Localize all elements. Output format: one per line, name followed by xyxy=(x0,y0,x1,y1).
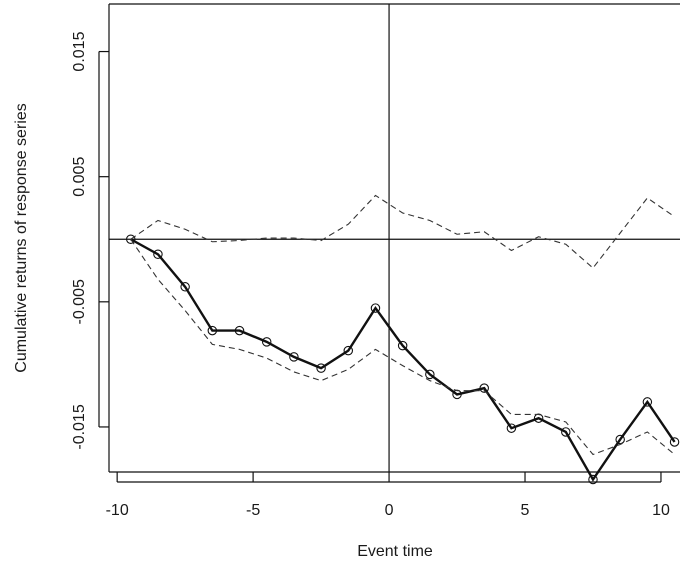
data-point-marker xyxy=(153,249,163,260)
data-point-marker xyxy=(207,325,218,336)
x-tick-label: 10 xyxy=(652,502,670,519)
x-tick-label: 0 xyxy=(385,502,394,519)
x-tick-label: 5 xyxy=(521,502,530,519)
data-point-marker xyxy=(642,397,653,407)
y-axis: -0.015 -0.005 0.005 0.015 xyxy=(71,31,109,450)
data-point-marker xyxy=(316,363,326,373)
data-point-marker xyxy=(561,427,571,437)
y-axis-title: Cumulative returns of response series xyxy=(13,103,30,372)
data-point-marker xyxy=(289,352,299,362)
data-point-marker xyxy=(126,234,136,245)
data-point-marker xyxy=(343,345,354,356)
upper-band-line xyxy=(130,194,675,269)
x-axis: -10 -5 0 5 10 xyxy=(106,472,670,519)
reference-lines xyxy=(109,4,680,472)
y-tick-label: -0.005 xyxy=(71,279,88,324)
cumulative-return-line xyxy=(130,238,676,482)
data-point-marker xyxy=(180,282,190,292)
y-tick-label: 0.005 xyxy=(71,157,88,197)
data-point-marker xyxy=(506,423,517,433)
plot-frame xyxy=(108,3,680,473)
y-tick-label: 0.015 xyxy=(71,31,88,71)
series-layer xyxy=(126,194,680,485)
data-point-marker xyxy=(425,369,435,380)
data-point-marker xyxy=(588,474,598,485)
x-tick-label: -5 xyxy=(246,502,260,519)
x-tick-label: -10 xyxy=(106,502,129,519)
x-axis-title: Event time xyxy=(357,543,433,560)
data-point-marker xyxy=(234,325,245,336)
data-point-marker xyxy=(370,303,381,313)
data-point-marker xyxy=(479,383,489,393)
data-point-marker xyxy=(397,340,408,351)
data-point-marker xyxy=(261,337,272,347)
y-tick-label: -0.015 xyxy=(71,404,88,449)
data-point-marker xyxy=(615,434,625,445)
data-point-marker xyxy=(669,437,680,447)
lower-band-line xyxy=(130,238,675,456)
